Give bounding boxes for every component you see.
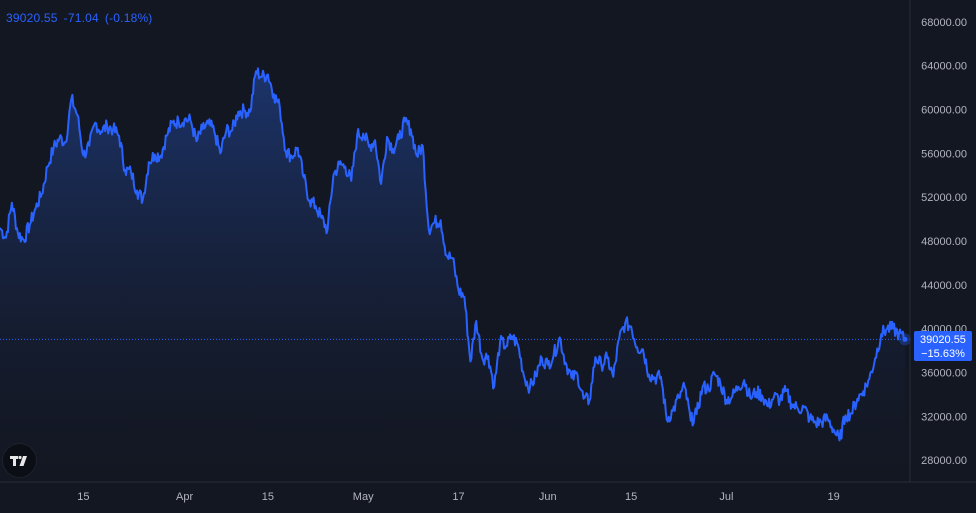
y-tick-label: 56000.00 (921, 148, 967, 160)
y-tick-label: 36000.00 (921, 368, 967, 380)
y-tick-label: 44000.00 (921, 280, 967, 292)
last-price-value: 39020.55 (920, 334, 966, 346)
y-tick-label: 52000.00 (921, 192, 967, 204)
last-point-marker (902, 336, 908, 342)
y-tick-label: 28000.00 (921, 455, 967, 467)
time-axis[interactable]: 15 Apr 15 May 17 Jun 15 Jul 19 (77, 491, 839, 503)
x-tick-label: May (353, 491, 374, 503)
x-tick-label: Jul (719, 491, 733, 503)
x-tick-label: 15 (77, 491, 89, 503)
last-price-change-pct: −15.63% (921, 348, 965, 360)
x-tick-label: 17 (452, 491, 464, 503)
legend-change: -71.04 (63, 11, 99, 25)
tradingview-logo-glyph (9, 455, 27, 466)
legend-price: 39020.55 (6, 11, 58, 25)
y-tick-label: 60000.00 (921, 105, 967, 117)
last-price-badge-bg (914, 331, 972, 361)
x-tick-label: 15 (262, 491, 274, 503)
legend-change-pct: (-0.18%) (104, 11, 153, 25)
x-tick-label: 15 (625, 491, 637, 503)
chart-legend: 39020.55 -71.04 (-0.18%) (6, 11, 159, 25)
y-tick-label: 32000.00 (921, 411, 967, 423)
plot-area (0, 67, 911, 483)
price-area-fill (0, 68, 905, 483)
x-tick-label: Jun (539, 491, 557, 503)
x-tick-label: 19 (827, 491, 839, 503)
price-series-line (0, 67, 906, 442)
last-price-badge: 39020.55 −15.63% (914, 331, 972, 361)
price-axis[interactable]: 28000.0032000.0036000.0040000.0044000.00… (921, 17, 967, 467)
y-tick-label: 48000.00 (921, 236, 967, 248)
x-tick-label: Apr (176, 491, 193, 503)
y-tick-label: 68000.00 (921, 17, 967, 29)
y-tick-label: 64000.00 (921, 61, 967, 73)
tradingview-logo-icon[interactable] (3, 444, 36, 477)
